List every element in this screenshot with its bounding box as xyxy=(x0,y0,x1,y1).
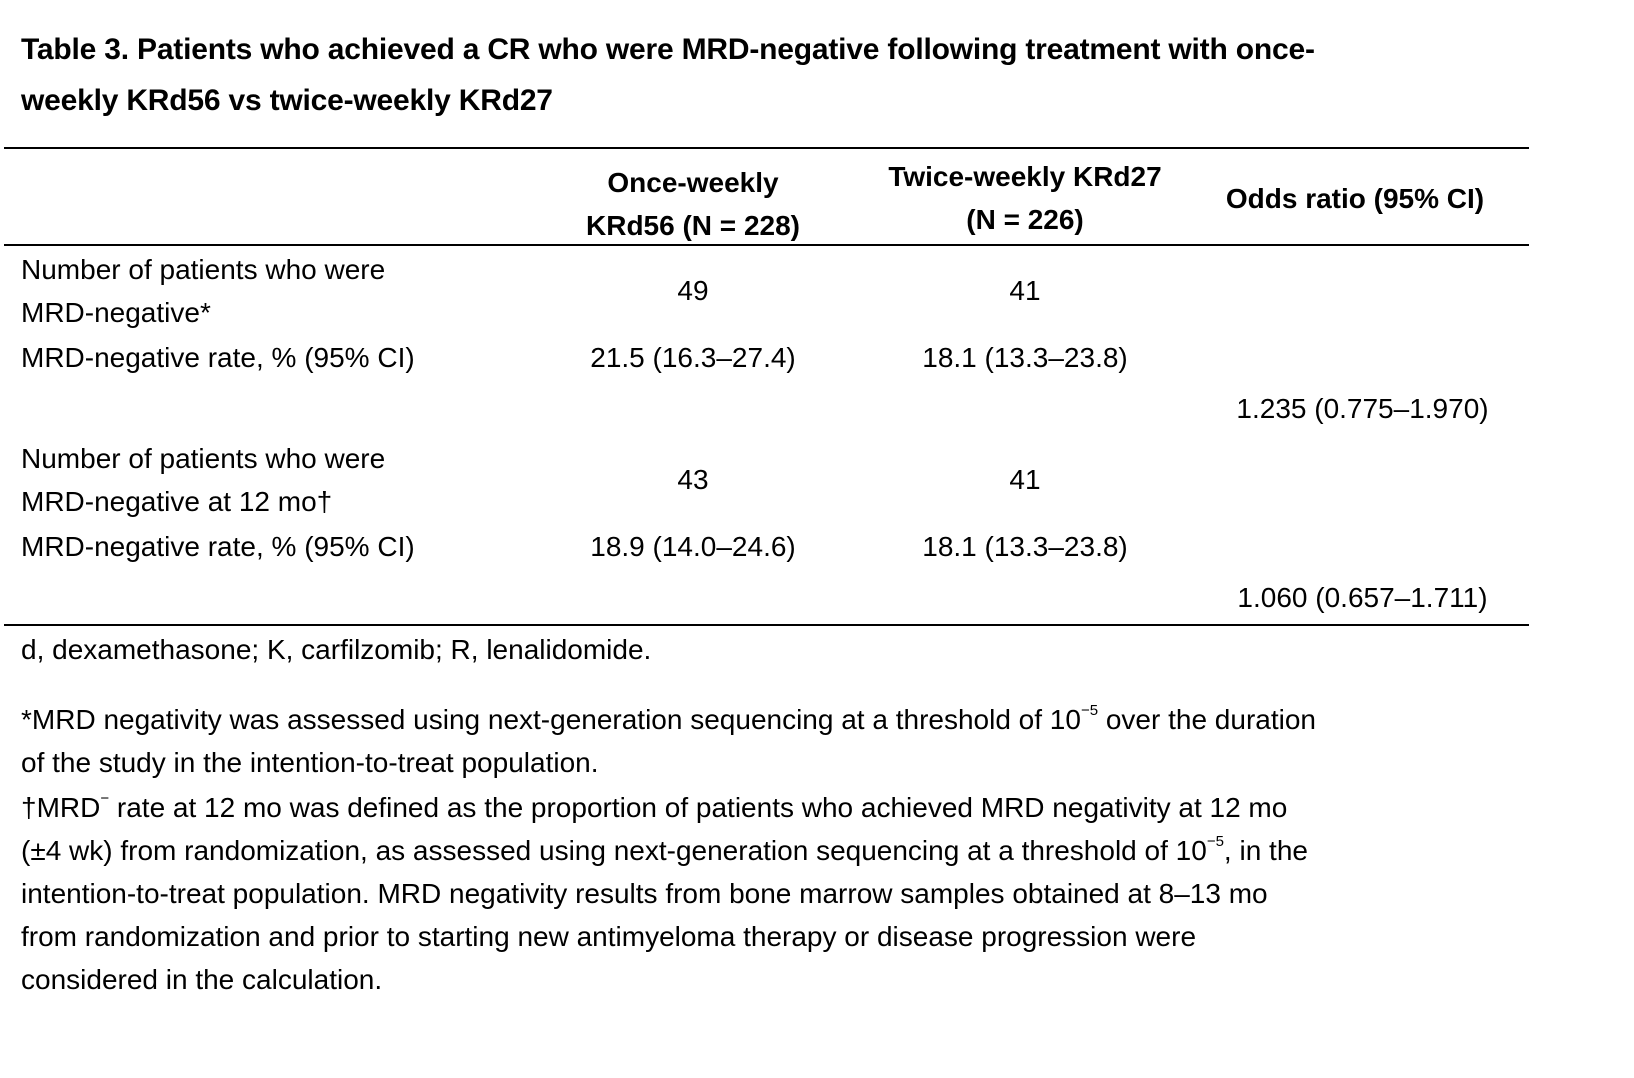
footnote-mrd-rate-12mo: †MRD− rate at 12 mo was defined as the p… xyxy=(21,786,1308,1001)
row-label-mrd-negative-12mo-count: Number of patients who were MRD-negative… xyxy=(21,437,385,523)
cell-rate-twice-weekly: 18.1 (13.3–23.8) xyxy=(922,531,1128,562)
header-once-weekly: Once-weekly KRd56 (N = 228) xyxy=(543,161,843,247)
footnote-text: †MRD xyxy=(21,792,101,823)
cell-rate-twice-weekly: 18.1 (13.3–23.8) xyxy=(922,342,1128,373)
header-once-weekly-line-2: KRd56 (N = 228) xyxy=(586,210,800,241)
header-once-weekly-line-1: Once-weekly xyxy=(607,167,779,198)
row-label-mrd-negative-count: Number of patients who were MRD-negative… xyxy=(21,248,385,334)
row-label-line-1: Number of patients who were xyxy=(21,443,386,474)
table-title-line-2: weekly KRd56 vs twice-weekly KRd27 xyxy=(21,84,553,117)
footnote-text: *MRD negativity was assessed using next-… xyxy=(21,704,1081,735)
header-bottom-rule xyxy=(4,244,1529,246)
superscript: −5 xyxy=(1080,702,1099,719)
table-top-rule xyxy=(4,147,1529,149)
abbreviations-footnote: d, dexamethasone; K, carfilzomib; R, len… xyxy=(21,634,652,665)
header-odds-ratio: Odds ratio (95% CI) xyxy=(1225,183,1485,214)
row-label-mrd-negative-rate: MRD-negative rate, % (95% CI) xyxy=(21,342,415,373)
footnote-text: rate at 12 mo was defined as the proport… xyxy=(109,792,1288,823)
footnote-line: considered in the calculation. xyxy=(21,964,383,995)
header-twice-weekly-line-1: Twice-weekly KRd27 xyxy=(888,161,1162,192)
table-bottom-rule xyxy=(4,624,1529,626)
footnote-text: , in the xyxy=(1223,835,1308,866)
cell-rate-once-weekly: 18.9 (14.0–24.6) xyxy=(590,531,796,562)
row-label-line-2: MRD-negative* xyxy=(21,297,211,328)
footnote-line: (±4 wk) from randomization, as assessed … xyxy=(21,829,1308,872)
header-twice-weekly: Twice-weekly KRd27 (N = 226) xyxy=(860,155,1190,241)
footnote-line: *MRD negativity was assessed using next-… xyxy=(21,698,1316,741)
superscript: −5 xyxy=(1206,833,1224,850)
row-label-mrd-negative-rate-12mo: MRD-negative rate, % (95% CI) xyxy=(21,531,415,562)
table-title-line-1: Table 3. Patients who achieved a CR who … xyxy=(21,33,1315,66)
header-twice-weekly-line-2: (N = 226) xyxy=(966,204,1084,235)
footnote-mrd-negativity: *MRD negativity was assessed using next-… xyxy=(21,698,1316,784)
footnote-line: of the study in the intention-to-treat p… xyxy=(21,747,599,778)
footnote-line: intention-to-treat population. MRD negat… xyxy=(21,878,1268,909)
row-label-line-2: MRD-negative at 12 mo† xyxy=(21,486,333,517)
footnote-line: from randomization and prior to starting… xyxy=(21,921,1197,952)
footnote-text: (±4 wk) from randomization, as assessed … xyxy=(21,835,1207,866)
cell-count-twice-weekly: 41 xyxy=(1009,275,1041,306)
footnote-text: over the duration xyxy=(1098,704,1316,735)
footnote-line: †MRD− rate at 12 mo was defined as the p… xyxy=(21,786,1308,829)
cell-odds-ratio: 1.060 (0.657–1.711) xyxy=(1237,582,1488,613)
cell-count-once-weekly: 49 xyxy=(677,275,709,306)
table-title: Table 3. Patients who achieved a CR who … xyxy=(21,24,1521,126)
superscript: − xyxy=(100,790,110,807)
cell-count-once-weekly: 43 xyxy=(677,464,709,495)
cell-count-twice-weekly: 41 xyxy=(1009,464,1041,495)
cell-odds-ratio: 1.235 (0.775–1.970) xyxy=(1236,393,1489,424)
cell-rate-once-weekly: 21.5 (16.3–27.4) xyxy=(590,342,796,373)
row-label-line-1: Number of patients who were xyxy=(21,254,386,285)
